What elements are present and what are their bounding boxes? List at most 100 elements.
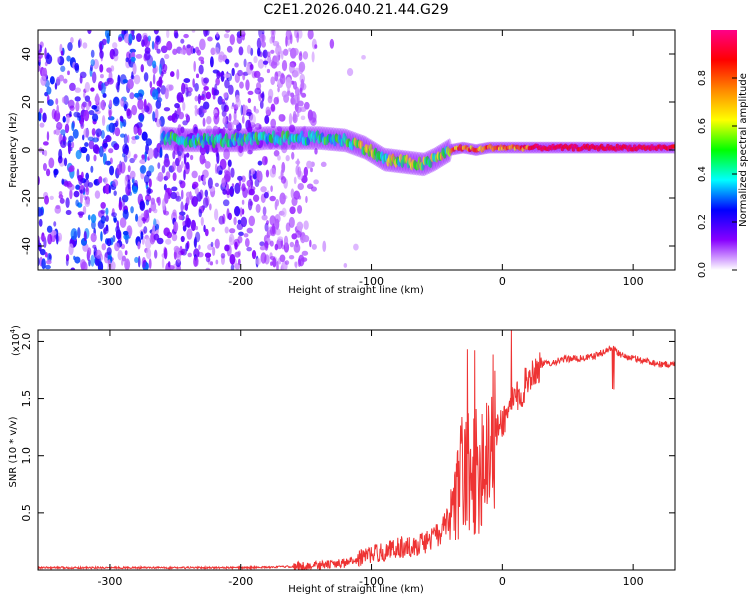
spectrogram-noise-cell [80, 146, 88, 154]
spectrogram-noise-cell [95, 249, 102, 260]
spectrogram-trace-cell [672, 144, 675, 149]
spectrogram-noise-cell [228, 113, 232, 122]
spectrogram-noise-cell [296, 158, 300, 167]
colorbar-tick-label: 0.0 [697, 262, 708, 278]
spectrogram-noise-cell [106, 160, 111, 166]
spectrogram-noise-cell [170, 71, 175, 78]
spectrogram-noise-cell [224, 79, 230, 89]
spectrogram-noise-cell [269, 255, 276, 261]
snr-y-multiplier-base: (x10 [11, 333, 22, 356]
spectrogram-noise-cell [227, 159, 232, 168]
colorbar-label: Normalized spectral amplitude [738, 73, 749, 227]
spectrogram-noise-cell [294, 67, 300, 77]
spectrogram-noise-cell [39, 122, 45, 128]
spectrogram-noise-cell [164, 54, 170, 60]
spectrogram-noise-cell [39, 107, 43, 114]
spectrogram-noise-cell [166, 40, 173, 51]
spectrogram-noise-cell [290, 92, 295, 98]
spectrogram-noise-cell [92, 244, 97, 249]
spectrogram-noise-cell [65, 197, 70, 209]
spectrogram-noise-cell [247, 97, 252, 104]
spectrogram-noise-cell [278, 114, 283, 121]
spectrogram-noise-cell [133, 126, 138, 135]
spectrogram-noise-cell [246, 125, 253, 133]
spectrogram-noise-cell [113, 143, 120, 151]
spectrogram-noise-cell [84, 142, 89, 147]
spectrogram-noise-cell [270, 49, 275, 54]
spectrogram-noise-cell [284, 260, 290, 265]
spectrogram-noise-cell [212, 125, 219, 136]
spectrogram-noise-cell [65, 114, 70, 125]
spectrogram-x-label: Height of straight line (km) [288, 285, 424, 296]
spectrogram-noise-cell [205, 30, 210, 36]
spectrogram-noise-cell [87, 136, 94, 141]
spectrogram-noise-cell [297, 183, 304, 191]
spectrogram-noise-cell [280, 176, 287, 184]
spectrogram-noise-cell [131, 104, 138, 116]
spectrogram-noise-cell [87, 30, 92, 35]
spectrogram-noise-cell [155, 223, 160, 230]
spectrogram-noise-cell [176, 164, 183, 173]
spectrogram-noise-cell [229, 34, 235, 46]
spectrogram-noise-cell [178, 111, 185, 120]
spectrogram-noise-cell [194, 108, 198, 117]
spectrogram-noise-cell [343, 262, 348, 268]
spectrogram-noise-cell [265, 106, 271, 116]
spectrogram-noise-cell [65, 209, 72, 216]
spectrogram-noise-cell [81, 184, 84, 190]
spectrogram-noise-cell [101, 243, 107, 251]
spectrogram-noise-cell [72, 128, 79, 139]
spectrogram-noise-cell [139, 165, 147, 174]
spectrogram-noise-cell [70, 267, 76, 270]
spectrogram-noise-cell [88, 140, 95, 150]
spectrogram-noise-cell [243, 233, 249, 238]
spectrogram-noise-cell [292, 47, 299, 56]
spectrogram-noise-cell [259, 241, 265, 247]
spectrogram-noise-cell [199, 38, 206, 51]
spectrogram-noise-cell [69, 82, 76, 92]
spectrogram-noise-cell [237, 258, 241, 266]
spectrogram-noise-cell [76, 168, 80, 179]
spectrogram-noise-cell [267, 51, 271, 58]
spectrogram-noise-cell [137, 215, 144, 228]
spectrogram-noise-cell [211, 87, 215, 96]
spectrogram-noise-cell [80, 103, 86, 110]
spectrogram-noise-cell [130, 206, 134, 214]
spectrogram-noise-cell [296, 221, 304, 231]
spectrogram-noise-cell [193, 60, 196, 73]
figure-title: C2E1.2026.040.21.44.G29 [263, 2, 448, 18]
spectrogram-noise-cell [285, 35, 288, 47]
spectrogram-noise-cell [234, 206, 241, 217]
spectrogram-noise-cell [260, 252, 267, 264]
spectrogram-noise-cell [255, 203, 261, 213]
spectrogram-noise-cell [122, 209, 129, 220]
spectrogram-noise-cell [207, 36, 213, 42]
spectrogram-noise-cell [156, 97, 163, 103]
spectrogram-noise-cell [289, 34, 293, 45]
spectrogram-noise-cell [124, 250, 128, 256]
spectrogram-noise-cell [174, 103, 180, 109]
spectrogram-noise-cell [157, 196, 161, 206]
spectrogram-noise-cell [143, 72, 149, 82]
colorbar-tick-label: 0.6 [697, 118, 708, 134]
spectrogram-noise-cell [209, 261, 214, 266]
spectrogram-noise-cell [302, 51, 309, 60]
spectrogram-noise-cell [192, 181, 199, 188]
spectrogram-noise-cell [163, 210, 170, 216]
spectrogram-noise-cell [143, 209, 149, 220]
spectrogram-noise-cell [108, 122, 116, 133]
spectrogram-noise-cell [144, 50, 151, 61]
spectrogram-noise-cell [254, 123, 262, 130]
spectrogram-noise-cell [203, 174, 206, 187]
spectrogram-noise-cell [46, 225, 53, 233]
spectrogram-noise-cell [211, 226, 215, 232]
spectrogram-noise-cell [216, 31, 219, 38]
spectrogram-noise-cell [270, 76, 276, 85]
spectrogram-noise-cell [56, 122, 63, 128]
spectrogram-noise-cell [204, 189, 209, 198]
spectrogram-trace-cell [614, 147, 618, 152]
spectrogram-noise-cell [41, 258, 46, 270]
spectrogram-noise-cell [237, 235, 243, 244]
spectrogram-noise-cell [300, 78, 305, 90]
spectrogram-noise-cell [251, 250, 257, 260]
